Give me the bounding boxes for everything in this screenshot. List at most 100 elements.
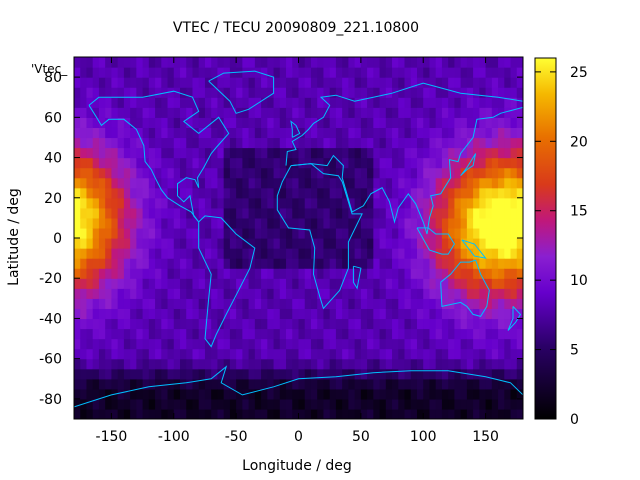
heatmap-cell	[298, 177, 306, 189]
heatmap-cell	[273, 368, 281, 380]
heatmap-cell	[510, 87, 518, 98]
heatmap-cell	[317, 318, 325, 330]
heatmap-cell	[136, 258, 144, 269]
heatmap-cell	[348, 328, 356, 340]
heatmap-cell	[454, 97, 462, 108]
heatmap-cell	[173, 97, 181, 108]
heatmap-cell	[198, 77, 206, 88]
heatmap-cell	[173, 227, 181, 239]
heatmap-cell	[466, 388, 474, 400]
heatmap-cell	[404, 328, 412, 340]
heatmap-cell	[217, 348, 225, 360]
heatmap-cell	[348, 258, 356, 269]
heatmap-cell	[198, 368, 206, 380]
heatmap-cell	[180, 408, 187, 419]
heatmap-cell	[229, 217, 237, 229]
heatmap-cell	[423, 77, 431, 88]
heatmap-cell	[448, 278, 456, 289]
heatmap-cell	[498, 298, 505, 309]
heatmap-cell	[367, 197, 374, 209]
heatmap-cell	[392, 67, 399, 78]
heatmap-cell	[92, 378, 100, 390]
heatmap-cell	[385, 268, 393, 279]
heatmap-cell	[136, 248, 144, 259]
heatmap-cell	[498, 388, 505, 400]
heatmap-cell	[86, 328, 94, 340]
heatmap-cell	[242, 177, 250, 189]
heatmap-cell	[279, 248, 287, 259]
heatmap-cell	[410, 338, 418, 350]
heatmap-cell	[248, 97, 256, 108]
heatmap-cell	[454, 408, 462, 419]
coastline-south-america	[198, 215, 256, 348]
heatmap-cell	[354, 67, 362, 78]
heatmap-cell	[92, 97, 100, 108]
heatmap-cell	[74, 117, 81, 128]
heatmap-cell	[167, 358, 175, 370]
heatmap-cell	[105, 57, 113, 68]
heatmap-cell	[92, 157, 100, 169]
heatmap-cell	[86, 127, 94, 139]
heatmap-cell	[342, 248, 349, 259]
heatmap-cell	[217, 147, 225, 159]
heatmap-cell	[130, 197, 137, 209]
heatmap-cell	[466, 358, 474, 370]
heatmap-cell	[404, 318, 412, 330]
heatmap-cell	[292, 167, 300, 179]
heatmap-cell	[329, 87, 337, 98]
heatmap-cell	[136, 348, 144, 360]
heatmap-cell	[167, 117, 175, 128]
heatmap-cell	[373, 288, 381, 299]
heatmap-cell	[485, 368, 493, 380]
heatmap-cell	[323, 328, 331, 340]
heatmap-cell	[298, 398, 306, 410]
heatmap-cell	[335, 197, 343, 209]
heatmap-cell	[479, 117, 487, 128]
heatmap-cell	[161, 157, 169, 169]
heatmap-cell	[279, 107, 287, 118]
heatmap-cell	[167, 368, 175, 380]
heatmap-cell	[379, 207, 387, 219]
heatmap-cell	[80, 378, 88, 390]
heatmap-cell	[92, 187, 100, 199]
heatmap-cell	[86, 278, 94, 289]
heatmap-cell	[373, 127, 381, 139]
heatmap-cell	[329, 308, 337, 320]
heatmap-cell	[367, 348, 374, 360]
heatmap-cell	[173, 268, 181, 279]
heatmap-cell	[498, 147, 505, 159]
heatmap-cell	[441, 117, 449, 128]
heatmap-cell	[279, 258, 287, 269]
heatmap-cell	[310, 238, 318, 249]
heatmap-cell	[148, 388, 156, 400]
heatmap-cell	[229, 278, 237, 289]
heatmap-cell	[117, 318, 125, 330]
heatmap-cell	[441, 177, 449, 189]
heatmap-cell	[398, 318, 406, 330]
heatmap-cell	[292, 217, 300, 229]
heatmap-cell	[335, 97, 343, 108]
heatmap-cell	[448, 167, 456, 179]
heatmap-cell	[466, 77, 474, 88]
heatmap-cell	[86, 147, 94, 159]
heatmap-cell	[367, 268, 374, 279]
heatmap-cell	[498, 87, 505, 98]
heatmap-cell	[448, 258, 456, 269]
heatmap-cell	[267, 97, 275, 108]
heatmap-cell	[117, 147, 125, 159]
heatmap-cell	[130, 137, 137, 149]
heatmap-cell	[392, 308, 399, 320]
heatmap-cell	[98, 67, 106, 78]
heatmap-cell	[348, 318, 356, 330]
heatmap-cell	[360, 308, 368, 320]
heatmap-cell	[279, 227, 287, 239]
heatmap-cell	[348, 298, 356, 309]
heatmap-cell	[479, 137, 487, 149]
heatmap-cell	[229, 308, 237, 320]
heatmap-cell	[273, 348, 281, 360]
coastline-australia	[440, 259, 490, 317]
heatmap-cell	[491, 238, 499, 249]
heatmap-cell	[460, 187, 468, 199]
heatmap-cell	[80, 238, 88, 249]
heatmap-cell	[510, 298, 518, 309]
